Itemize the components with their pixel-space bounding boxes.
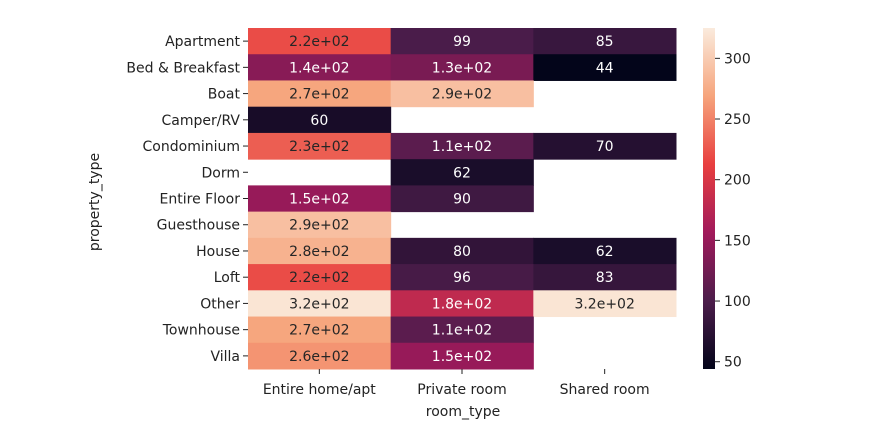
cell-annotation: 1.4e+02 — [289, 60, 349, 76]
heatmap-cell — [390, 316, 534, 344]
cell-annotation: 2.6e+02 — [289, 349, 349, 365]
colorbar-ticks: 50 100 150 200 250 300 — [715, 51, 751, 371]
cell-annotation: 2.7e+02 — [289, 323, 349, 339]
heatmap-cell — [533, 28, 677, 55]
heatmap-cell — [248, 106, 392, 134]
heatmap-cell — [248, 290, 392, 318]
y-tick-label: Boat — [208, 87, 241, 103]
heatmap-cell — [248, 342, 392, 370]
cell-annotation: 44 — [596, 60, 614, 76]
heatmap-cell — [390, 159, 534, 186]
y-tick-label: Other — [200, 296, 240, 312]
heatmap-cell — [390, 54, 534, 81]
heatmap-cell — [248, 28, 392, 55]
heatmap-cell — [533, 132, 677, 160]
cell-annotations: 2.2e+02 99 85 1.4e+02 1.3e+02 44 2.7e+02 2.9e+0… — [289, 34, 635, 365]
cell-annotation: 2.2e+02 — [289, 270, 349, 286]
y-tick-label: Bed & Breakfast — [126, 60, 240, 76]
heatmap-cells — [248, 28, 677, 370]
x-tick-label: Private room — [417, 382, 506, 398]
cell-annotation: 2.3e+02 — [289, 139, 349, 155]
cell-annotation: 62 — [453, 165, 471, 181]
colorbar-tick-label: 100 — [724, 294, 751, 310]
y-tick-label: Dorm — [202, 165, 241, 181]
cell-annotation: 3.2e+02 — [289, 296, 349, 312]
cell-annotation: 2.2e+02 — [289, 34, 349, 50]
heatmap-cell — [248, 316, 392, 344]
heatmap-cell — [390, 185, 534, 213]
heatmap-cell — [390, 264, 534, 291]
colorbar-tick-label: 150 — [724, 233, 751, 249]
y-tick-label: House — [196, 244, 240, 260]
cell-annotation: 1.1e+02 — [432, 323, 492, 339]
y-tick-label: Camper/RV — [161, 113, 240, 129]
cell-annotation: 1.8e+02 — [432, 296, 492, 312]
cell-annotation: 85 — [596, 34, 614, 50]
cell-annotation: 2.7e+02 — [289, 87, 349, 103]
x-tick-label: Entire home/apt — [263, 382, 376, 398]
colorbar-tick-label: 200 — [724, 173, 751, 189]
y-tick-label: Loft — [214, 270, 241, 286]
cell-annotation: 60 — [310, 113, 328, 129]
cell-annotation: 62 — [596, 244, 614, 260]
heatmap-cell — [390, 290, 534, 318]
cell-annotation: 90 — [453, 192, 471, 208]
heatmap-cell — [390, 237, 534, 265]
heatmap-cell — [248, 132, 392, 160]
heatmap-cell — [390, 132, 534, 160]
cell-annotation: 70 — [596, 139, 614, 155]
colorbar — [703, 28, 715, 369]
heatmap-cell — [248, 211, 392, 239]
cell-annotation: 2.9e+02 — [432, 87, 492, 103]
y-tick-label: Guesthouse — [157, 218, 240, 234]
cell-annotation: 1.1e+02 — [432, 139, 492, 155]
y-axis-label: property_type — [87, 153, 103, 251]
heatmap-cell — [533, 237, 677, 265]
heatmap-cell — [248, 185, 392, 213]
y-tick-label: Villa — [210, 349, 240, 365]
heatmap-cell — [248, 54, 392, 81]
cell-annotation: 2.8e+02 — [289, 244, 349, 260]
y-tick-labels: Apartment Bed & Breakfast Boat Camper/RV Con… — [126, 34, 248, 365]
cell-annotation: 1.5e+02 — [432, 349, 492, 365]
colorbar-tick-label: 300 — [724, 51, 751, 67]
colorbar-tick-label: 250 — [724, 112, 751, 128]
cell-annotation: 96 — [453, 270, 471, 286]
heatmap-cell — [248, 80, 392, 108]
cell-annotation: 2.9e+02 — [289, 218, 349, 234]
y-tick-label: Townhouse — [162, 323, 240, 339]
y-tick-label: Entire Floor — [160, 192, 241, 208]
heatmap-cell — [533, 290, 677, 318]
heatmap-cell — [533, 54, 677, 81]
cell-annotation: 99 — [453, 34, 471, 50]
cell-annotation: 80 — [453, 244, 471, 260]
x-tick-labels: Entire home/apt Private room Shared room — [263, 369, 650, 398]
cell-annotation: 3.2e+02 — [574, 296, 634, 312]
heatmap-cell — [248, 237, 392, 265]
colorbar-tick-label: 50 — [724, 355, 742, 371]
heatmap-cell — [248, 264, 392, 291]
x-axis-label: room_type — [426, 404, 501, 420]
cell-annotation: 1.3e+02 — [432, 60, 492, 76]
y-tick-label: Apartment — [165, 34, 240, 50]
heatmap-cell — [390, 28, 534, 55]
heatmap-cell — [390, 80, 534, 108]
cell-annotation: 1.5e+02 — [289, 192, 349, 208]
heatmap-cell — [533, 264, 677, 291]
heatmap-cell — [390, 342, 534, 370]
y-tick-label: Condominium — [143, 139, 240, 155]
x-tick-label: Shared room — [560, 382, 650, 398]
cell-annotation: 83 — [596, 270, 614, 286]
